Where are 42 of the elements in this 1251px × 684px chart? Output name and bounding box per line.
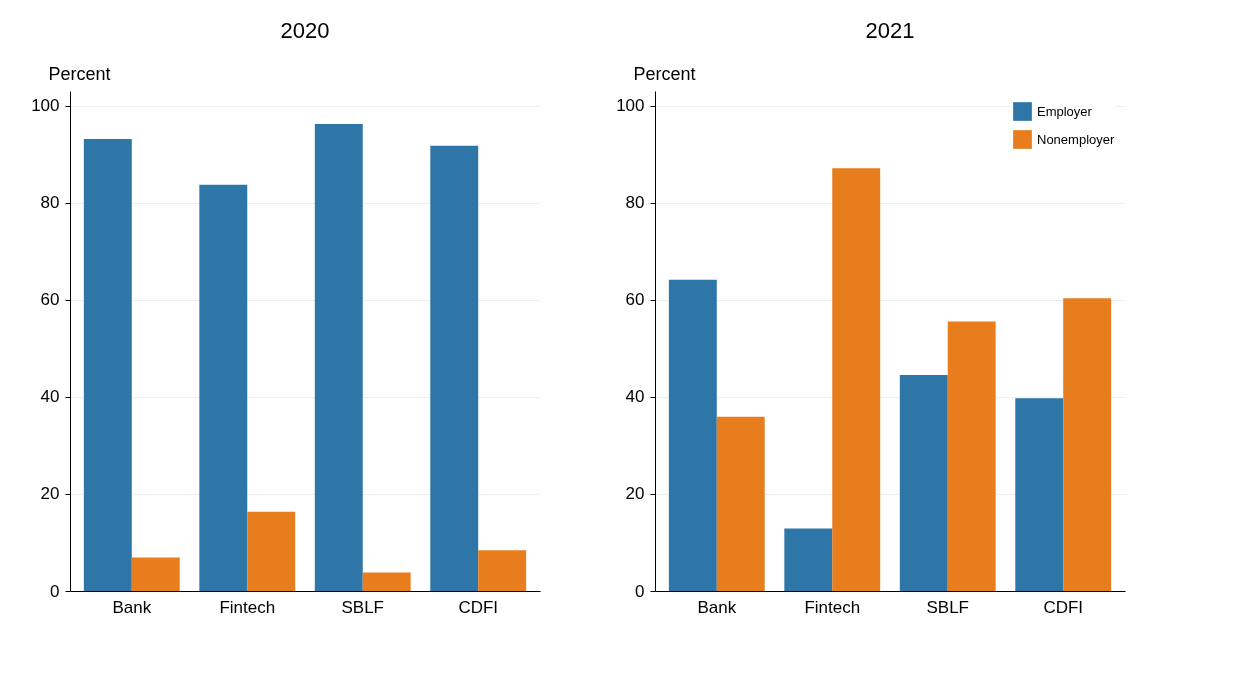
legend-label: Nonemployer [1037,131,1115,147]
y-tick-label: 60 [625,290,645,310]
bar [430,145,479,591]
x-tick-label: CDFI [1043,597,1084,617]
bar [899,374,948,591]
bar [668,279,717,591]
y-axis-title: Percent [48,63,111,84]
x-tick-label: Bank [112,597,152,617]
x-tick-label: Fintech [804,597,861,617]
bar [832,168,881,591]
bar [716,416,765,591]
x-tick-label: Fintech [219,597,276,617]
bar [1015,398,1064,591]
x-tick-label: CDFI [458,597,499,617]
x-tick-label: SBLF [341,597,385,617]
y-axis-title: Percent [633,63,696,84]
x-tick-label: SBLF [926,597,970,617]
bar [131,557,180,591]
y-tick-label: 40 [625,387,645,407]
y-tick-label: 80 [40,193,60,213]
bar [784,528,833,591]
chart-title: 2020 [280,18,330,43]
y-tick-label: 20 [625,484,645,504]
bar [247,511,296,591]
bar [362,572,411,591]
y-tick-label: 0 [50,581,60,601]
y-tick-label: 40 [40,387,60,407]
chart-title: 2021 [865,18,915,43]
y-tick-label: 60 [40,290,60,310]
y-tick-label: 80 [625,193,645,213]
y-tick-label: 100 [31,96,60,116]
bar [199,184,248,591]
bar [947,321,996,591]
bar [478,550,527,591]
bar [314,124,363,591]
y-tick-label: 0 [635,581,645,601]
y-tick-label: 20 [40,484,60,504]
bar [1063,298,1112,591]
x-tick-label: Bank [697,597,737,617]
y-tick-label: 100 [616,96,645,116]
legend-label: Employer [1037,103,1093,119]
bar [83,139,132,591]
